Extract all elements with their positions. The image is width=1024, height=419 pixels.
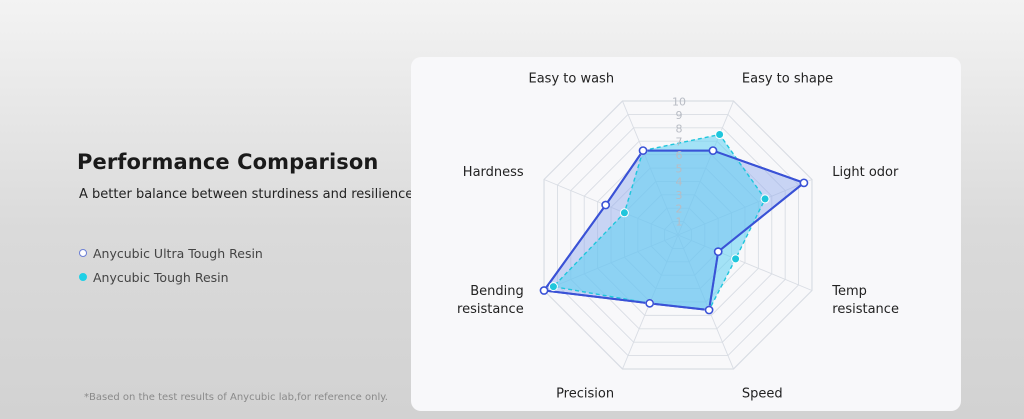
data-point-ultra-tough	[704, 305, 714, 315]
data-point-ultra-tough	[645, 298, 655, 308]
page-subtitle: A better balance between sturdiness and …	[79, 187, 418, 202]
data-point-ultra-tough	[638, 146, 648, 156]
tick-label: 6	[676, 149, 683, 162]
axis-label: Easy to shape	[742, 72, 833, 87]
legend-label-tough: Anycubic Tough Resin	[93, 269, 229, 285]
tick-label: 7	[676, 136, 683, 149]
legend-marker-ultra-tough	[79, 249, 87, 257]
data-point-ultra-tough	[708, 146, 718, 156]
axis-label: Easy to wash	[529, 72, 615, 87]
tick-label: 10	[672, 96, 686, 109]
tick-label: 2	[676, 202, 683, 215]
axis-label: Precision	[556, 386, 614, 401]
axis-label: Bending resistance	[457, 284, 524, 317]
page-title: Performance Comparison	[77, 150, 379, 174]
axis-label: Light odor	[832, 165, 899, 180]
legend-item-ultra-tough[interactable]: Anycubic Ultra Tough Resin	[79, 241, 263, 265]
legend-marker-tough	[79, 273, 87, 281]
series-area-tough	[551, 133, 766, 311]
tick-label: 3	[676, 189, 683, 202]
grid-ring	[543, 100, 813, 370]
data-point-ultra-tough	[713, 247, 723, 257]
data-point-ultra-tough	[539, 286, 549, 295]
data-point-tough	[760, 194, 770, 204]
tick-label: 5	[676, 162, 683, 175]
axis-label: Speed	[742, 386, 783, 401]
data-point-tough	[731, 254, 741, 264]
axis-label: Hardness	[463, 165, 524, 180]
legend-label-ultra-tough: Anycubic Ultra Tough Resin	[93, 245, 263, 261]
data-point-ultra-tough	[799, 178, 809, 188]
data-point-tough	[715, 130, 725, 140]
legend-item-tough[interactable]: Anycubic Tough Resin	[79, 265, 263, 289]
data-point-tough	[548, 282, 558, 292]
axis-label: Temp resistance	[831, 284, 899, 317]
data-point-tough	[619, 208, 629, 218]
footnote: *Based on the test results of Anycubic l…	[84, 392, 388, 403]
data-point-ultra-tough	[601, 200, 611, 210]
chart-legend: Anycubic Ultra Tough Resin Anycubic Toug…	[79, 241, 263, 289]
tick-label: 4	[676, 176, 683, 189]
tick-label: 1	[676, 216, 683, 229]
tick-label: 9	[676, 109, 683, 122]
chart-panel: 1 2 3 4 5 6 7 8 9 10 Easy to wash Easy to shape Ligh…	[411, 57, 961, 411]
tick-label: 8	[676, 122, 683, 135]
